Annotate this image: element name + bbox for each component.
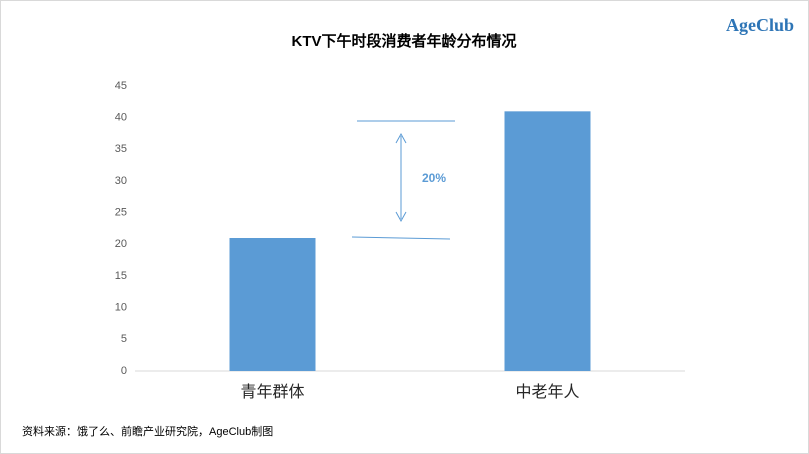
y-tick-label: 30	[115, 175, 127, 187]
chart-title: KTV下午时段消费者年龄分布情况	[291, 32, 516, 50]
y-tick-label: 0	[121, 365, 127, 377]
y-tick-label: 35	[115, 143, 127, 155]
y-tick-label: 20	[115, 238, 127, 250]
y-tick-label: 5	[121, 333, 127, 345]
y-tick-label: 25	[115, 207, 127, 219]
bar	[229, 238, 316, 371]
y-tick-label: 45	[115, 80, 127, 92]
x-tick-label: 青年群体	[240, 383, 304, 401]
logo: AgeClub	[726, 15, 794, 35]
y-tick-label: 15	[115, 270, 127, 282]
annotation-line	[351, 236, 451, 240]
source: 资料来源：饿了么、前瞻产业研究院，AgeClub制图	[22, 424, 273, 438]
y-tick-label: 40	[115, 112, 127, 124]
annotation: 20%	[422, 171, 446, 185]
bar	[504, 111, 591, 371]
y-tick-label: 10	[115, 302, 127, 314]
arrow-heads	[395, 132, 407, 223]
x-tick-label: 中老年人	[515, 383, 579, 401]
